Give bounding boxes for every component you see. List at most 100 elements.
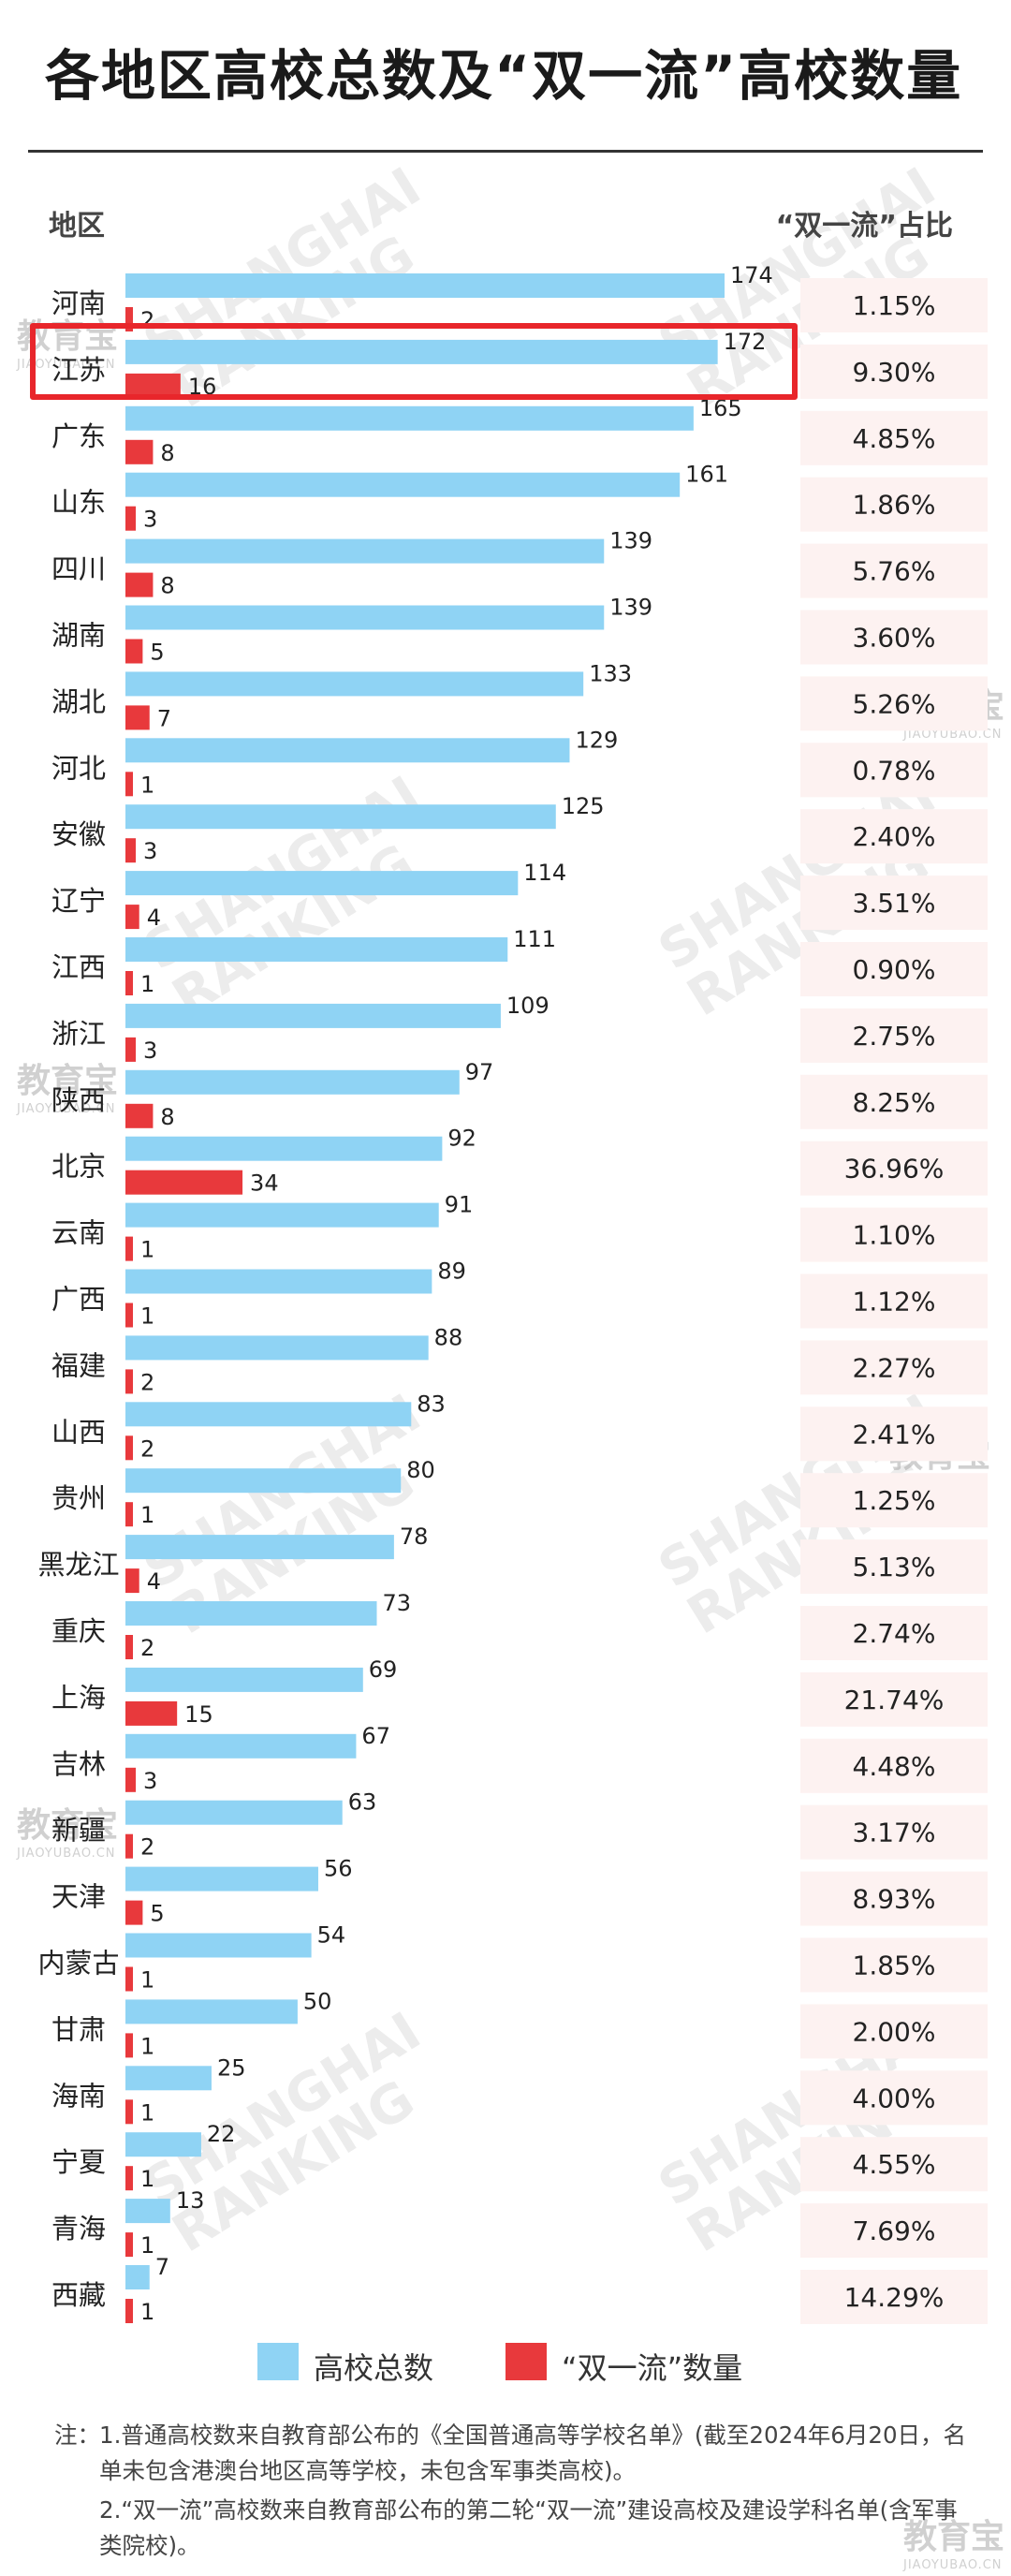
share-badge-bg <box>800 1207 988 1262</box>
bar-total-label: 88 <box>434 1324 463 1350</box>
region-label: 福建 <box>51 1349 106 1381</box>
legend-label-total: 高校总数 <box>314 2350 434 2386</box>
bar-total <box>125 871 519 896</box>
bar-total <box>125 273 725 298</box>
share-value: 8.25% <box>853 1087 936 1118</box>
share-badge-bg <box>800 278 988 332</box>
bar-dfc <box>125 1435 133 1461</box>
bar-total <box>125 671 584 697</box>
share-badge-bg <box>800 1738 988 1793</box>
bar-total-label: 111 <box>513 926 556 952</box>
region-label: 江西 <box>51 951 106 983</box>
footnote-prefix: 注： <box>54 2421 100 2449</box>
bar-total <box>125 2199 170 2224</box>
bar-total <box>125 1468 402 1494</box>
region-label: 山西 <box>51 1416 106 1448</box>
share-value: 0.78% <box>853 755 936 786</box>
region-label: 天津 <box>51 1881 106 1913</box>
share-badge-bg <box>800 1008 988 1063</box>
legend-label-dfc: “双一流”数量 <box>562 2350 743 2386</box>
bar-dfc <box>125 971 133 995</box>
bar-total <box>125 2265 150 2289</box>
bar-total-label: 139 <box>609 595 652 621</box>
footnote-1-text: 1.普通高校数来自教育部公布的《全国普通高等学校名单》(截至2024年6月20日… <box>99 2421 967 2484</box>
bar-total <box>125 1601 377 1626</box>
bar-dfc <box>125 1966 133 1992</box>
bar-dfc <box>125 905 139 930</box>
bar-total <box>125 472 681 497</box>
bar-dfc <box>125 705 150 730</box>
region-label: 上海 <box>51 1682 106 1714</box>
bar-total-label: 133 <box>589 660 632 686</box>
bar-dfc <box>125 506 137 531</box>
share-value: 4.85% <box>853 423 936 454</box>
share-value: 0.90% <box>853 954 936 985</box>
share-badge-bg <box>800 1606 988 1660</box>
region-label: 陕西 <box>51 1084 106 1116</box>
bar-dfc-label: 1 <box>140 1237 154 1263</box>
bar-total <box>125 538 605 564</box>
share-badge-bg <box>800 1671 988 1727</box>
bar-dfc-label: 8 <box>160 1104 174 1130</box>
bar-dfc-label: 3 <box>143 838 157 864</box>
region-label: 西藏 <box>51 2279 106 2311</box>
bar-total <box>125 2066 212 2091</box>
bar-total <box>125 1335 429 1361</box>
bar-total <box>125 405 694 431</box>
bar-total-label: 109 <box>506 993 549 1019</box>
region-label: 江苏 <box>51 354 106 386</box>
bar-dfc <box>125 1103 154 1128</box>
share-badge-bg <box>800 2203 988 2259</box>
share-badge-bg <box>800 1804 988 1860</box>
region-label: 内蒙古 <box>37 1948 119 1980</box>
bar-total-label: 125 <box>562 793 605 819</box>
bar-total-label: 97 <box>465 1059 494 1085</box>
bar-dfc-label: 1 <box>140 1303 154 1330</box>
bar-dfc <box>125 2033 133 2058</box>
bar-total <box>125 738 570 763</box>
bar-dfc-label: 5 <box>150 640 164 666</box>
share-value: 5.76% <box>853 556 936 587</box>
share-value: 9.30% <box>853 357 936 388</box>
footnote-2: 2.“双一流”高校数来自教育部公布的第二轮“双一流”建设高校及建设学科名单(含军… <box>54 2493 976 2564</box>
share-value: 4.55% <box>853 2149 936 2180</box>
bar-total-label: 69 <box>369 1656 398 1683</box>
share-badge-bg <box>800 477 988 532</box>
bar-dfc-label: 3 <box>143 1038 157 1064</box>
bar-dfc <box>125 439 154 464</box>
share-badge-bg <box>800 2070 988 2126</box>
share-badge-bg <box>800 1937 988 1993</box>
share-value: 4.00% <box>853 2083 936 2113</box>
highlight-frame-jiangsu <box>30 323 798 400</box>
share-value: 3.60% <box>853 623 936 654</box>
region-label: 河北 <box>51 752 106 784</box>
bar-total-label: 25 <box>217 2054 246 2081</box>
bar-dfc <box>125 572 154 597</box>
bar-total <box>125 1269 432 1294</box>
share-badge-bg <box>800 1871 988 1926</box>
share-badge-bg <box>800 1473 988 1528</box>
share-value: 2.40% <box>853 821 936 852</box>
bar-total-label: 13 <box>176 2187 205 2214</box>
bar-total <box>125 1003 501 1028</box>
bar-total <box>125 1933 312 1958</box>
share-value: 2.75% <box>853 1021 936 1052</box>
share-value: 1.85% <box>853 1950 936 1981</box>
share-value: 1.86% <box>853 490 936 521</box>
region-column-header: 地区 <box>49 210 105 243</box>
share-badge-bg <box>800 1273 988 1329</box>
share-value: 8.93% <box>853 1884 936 1915</box>
bar-dfc-label: 2 <box>140 1369 154 1395</box>
region-label: 河南 <box>51 287 106 319</box>
bar-total-label: 161 <box>685 462 728 488</box>
share-value: 4.48% <box>853 1751 936 1782</box>
share-badge-bg <box>800 743 988 798</box>
bar-dfc-label: 2 <box>140 1834 154 1861</box>
region-label: 山东 <box>51 487 106 519</box>
bar-dfc <box>125 772 133 797</box>
bar-total <box>125 2132 201 2157</box>
bar-dfc <box>125 838 137 863</box>
